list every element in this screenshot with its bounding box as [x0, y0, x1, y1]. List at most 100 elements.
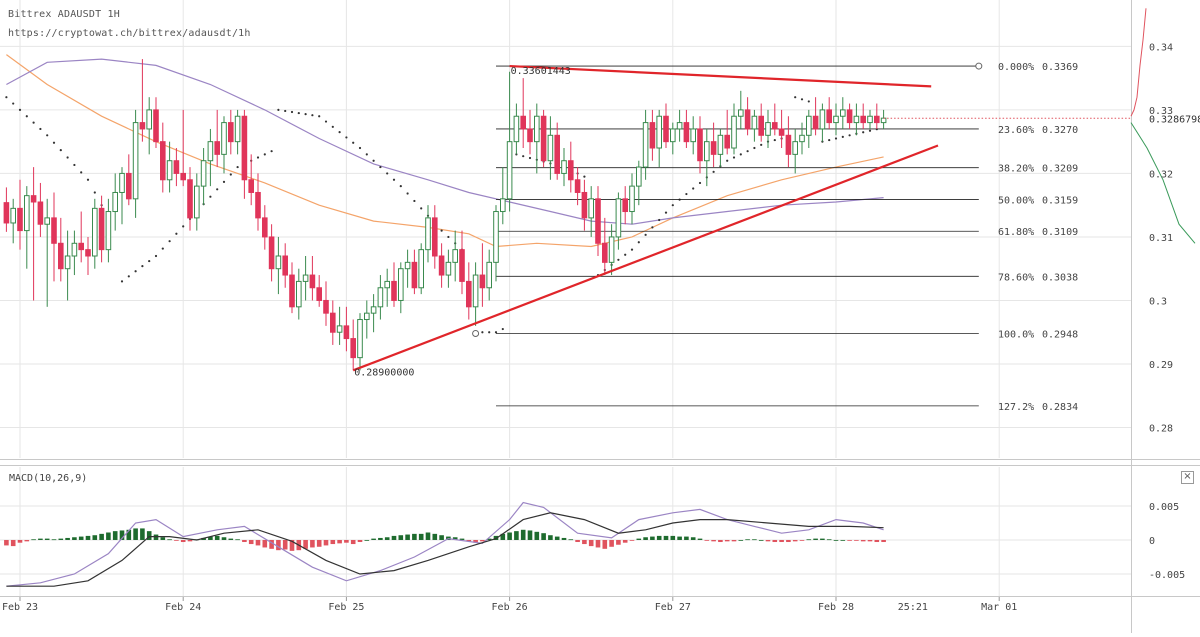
- sar-dot: [304, 113, 307, 116]
- macd-tick-label: 0.005: [1149, 502, 1179, 513]
- macd-bar-negative: [310, 539, 315, 548]
- candle-up: [105, 211, 112, 251]
- sar-dot: [420, 207, 423, 210]
- candle-up: [44, 217, 51, 225]
- candle-down: [602, 242, 608, 263]
- macd-bar-negative: [860, 539, 866, 542]
- macd-bar-negative: [289, 539, 295, 551]
- candle-up: [636, 166, 642, 187]
- macd-bar-positive: [541, 533, 546, 540]
- price-tick-label: 0.32: [1149, 169, 1173, 180]
- sar-dot: [148, 259, 151, 263]
- candle-down: [51, 217, 57, 244]
- sar-dot: [93, 191, 96, 194]
- candle-down: [554, 134, 561, 174]
- sar-dot: [365, 153, 368, 156]
- candle-down: [649, 122, 656, 149]
- macd-bar-positive: [371, 538, 376, 540]
- sar-dot: [32, 121, 35, 124]
- macd-bar-positive: [833, 539, 839, 541]
- macd-bar-positive: [106, 532, 111, 540]
- sar-dot: [807, 100, 810, 103]
- macd-bar-positive: [527, 530, 533, 540]
- candle-down: [289, 274, 295, 308]
- macd-bar-negative: [316, 539, 322, 547]
- candle-down: [58, 242, 64, 270]
- candle-down: [772, 122, 778, 130]
- candle-up: [166, 160, 173, 181]
- time-tick-label: Feb 24: [165, 602, 201, 613]
- sar-dot: [161, 247, 164, 250]
- sar-dot: [372, 159, 375, 162]
- sar-dot: [739, 153, 742, 156]
- candle-down: [282, 255, 288, 276]
- candle-down: [255, 191, 261, 219]
- candle-down: [343, 325, 350, 340]
- candle-down: [228, 122, 234, 143]
- sar-dot: [86, 178, 90, 181]
- candle-up: [765, 122, 771, 136]
- candle-up: [608, 236, 615, 263]
- macd-bar-negative: [874, 539, 880, 543]
- macd-bar-positive: [235, 539, 240, 541]
- time-tick-label: Feb 23: [2, 602, 38, 613]
- candle-down: [540, 115, 547, 162]
- macd-bar-positive: [507, 532, 512, 540]
- macd-bar-negative: [779, 539, 784, 543]
- fib-level-ratio: 127.2%: [998, 402, 1034, 413]
- sar-dot: [5, 96, 8, 99]
- sar-dot: [406, 192, 409, 195]
- sar-dot: [440, 229, 443, 232]
- candle-down: [724, 134, 731, 149]
- close-macd-button[interactable]: ×: [1181, 471, 1194, 484]
- candle-down: [744, 109, 751, 130]
- fib-level-value: 0.3109: [1042, 227, 1078, 238]
- sar-dot: [120, 280, 124, 283]
- macd-bar-positive: [384, 537, 390, 540]
- candle-down: [160, 141, 166, 181]
- candle-down: [126, 172, 132, 200]
- candle-down: [139, 122, 146, 130]
- candle-up: [336, 325, 343, 333]
- candle-up: [71, 242, 78, 257]
- sar-dot: [25, 115, 28, 118]
- candle-up: [867, 115, 873, 124]
- macd-bar-positive: [378, 537, 383, 540]
- macd-bar-negative: [10, 539, 16, 547]
- fib-level-value: 0.2948: [1042, 329, 1078, 340]
- macd-bar-negative: [174, 539, 179, 541]
- macd-bar-positive: [112, 531, 118, 540]
- sar-dot: [209, 195, 212, 198]
- trendline-upper: [509, 64, 932, 88]
- candle-up: [302, 274, 309, 282]
- macd-bar-positive: [650, 536, 655, 540]
- fib-level-value: 0.3369: [1042, 62, 1078, 73]
- macd-bar-positive: [813, 538, 818, 540]
- candle-up: [588, 198, 595, 219]
- macd-tick-label: -0.005: [1149, 570, 1185, 581]
- sar-dot: [52, 141, 56, 144]
- macd-bar-negative: [17, 539, 23, 543]
- sar-dot: [624, 253, 627, 256]
- sar-dot: [127, 275, 130, 278]
- candle-up: [731, 115, 737, 149]
- macd-bar-negative: [799, 539, 805, 541]
- edge-line-up: [1130, 8, 1147, 117]
- macd-bar-negative: [242, 539, 247, 543]
- candle-up: [418, 249, 424, 289]
- sar-dot: [447, 235, 450, 239]
- macd-bar-negative: [303, 539, 308, 549]
- sar-dot: [338, 131, 341, 134]
- fib-level-ratio: 0.000%: [998, 62, 1034, 73]
- trendline-lower: [352, 144, 939, 372]
- candle-down: [78, 242, 85, 251]
- candle-up: [194, 185, 200, 219]
- sar-dot: [868, 129, 872, 132]
- candle-down: [173, 160, 180, 174]
- candle-down: [826, 109, 833, 124]
- sar-dot: [712, 170, 715, 173]
- macd-bar-negative: [704, 539, 710, 541]
- macd-bar-positive: [38, 538, 43, 540]
